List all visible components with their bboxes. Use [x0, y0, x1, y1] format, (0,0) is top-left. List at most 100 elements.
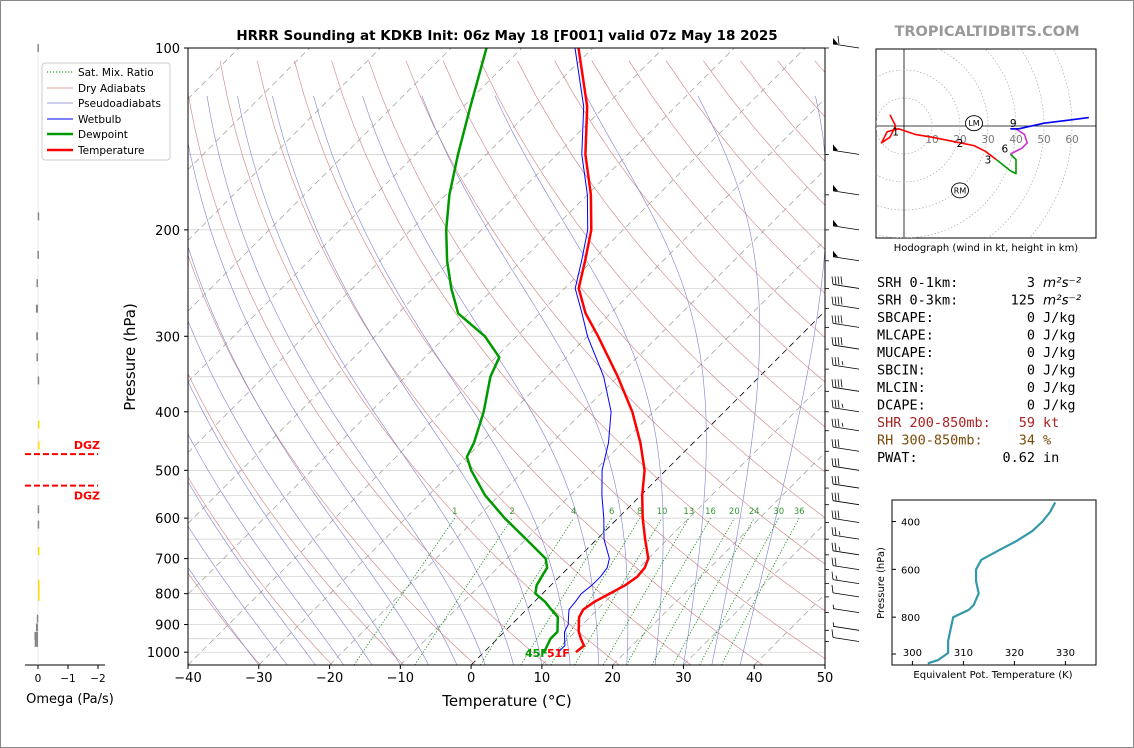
- mixing-ratio-label: 4: [571, 507, 576, 517]
- index-label: MLCAPE:: [877, 328, 934, 344]
- dry-adiabat-line: [442, 60, 825, 519]
- dgz-label: DGZ: [74, 439, 100, 452]
- y-tick-label: 100: [155, 42, 180, 57]
- theta-e-x-tick-label: 330: [1056, 648, 1075, 659]
- dry-adiabat-line: [294, 60, 763, 665]
- pseudoadiabat-line: [188, 245, 429, 665]
- dry-adiabat-line: [517, 60, 825, 428]
- wind-barb-full: [831, 542, 834, 551]
- omega-bar: [37, 44, 39, 52]
- legend-label-dry-adiabat: Dry Adiabats: [78, 83, 146, 95]
- x-tick-label: −10: [387, 671, 414, 686]
- wind-barb: [832, 250, 860, 262]
- wind-barb-full: [834, 276, 837, 285]
- pseudoadiabat-line: [362, 95, 599, 665]
- omega-bar: [38, 441, 40, 450]
- isotherm-line: [188, 48, 735, 595]
- hodograph-ring: [876, 49, 1017, 238]
- omega-axis-label: Omega (Pa/s): [26, 692, 114, 707]
- pseudoadiabat-line: [272, 95, 543, 665]
- pseudoadiabat-line: [585, 95, 707, 665]
- wind-barb-full: [831, 315, 834, 324]
- legend-label-mixing-ratio: Sat. Mix. Ratio: [78, 67, 154, 79]
- wind-barb: [831, 337, 860, 350]
- dry-adiabat-line: [188, 572, 261, 665]
- wind-barb-shaft: [832, 225, 860, 231]
- wind-barb-full: [834, 542, 837, 551]
- hodograph-ring: [876, 97, 933, 155]
- theta-e-y-tick-label: 800: [901, 613, 920, 624]
- mixing-ratio-line: [520, 517, 613, 665]
- x-tick-label: 30: [675, 671, 692, 686]
- pseudoadiabat-line: [188, 525, 288, 665]
- isotherm-line: [258, 98, 825, 665]
- wind-barb: [831, 584, 860, 598]
- hodograph-ring-label: 60: [1065, 134, 1078, 146]
- wind-barb-shaft: [832, 446, 860, 452]
- theta-e-x-label: Equivalent Pot. Temperature (K): [913, 670, 1072, 681]
- hodograph-segment: [959, 142, 997, 161]
- hodograph-caption: Hodograph (wind in kt, height in km): [894, 243, 1079, 254]
- wind-barb-shaft: [832, 190, 860, 196]
- index-label: MLCIN:: [877, 380, 926, 396]
- dry-adiabat-line: [554, 60, 825, 383]
- index-label: SHR 200-850mb:: [877, 415, 991, 431]
- hodograph-segment: [1010, 116, 1089, 130]
- mixing-ratio-label: 6: [609, 507, 614, 517]
- wind-barb: [832, 35, 860, 49]
- wind-barb-flag: [833, 38, 838, 44]
- wind-barb-half: [841, 422, 844, 427]
- mixing-ratio-line: [574, 517, 663, 665]
- wind-barb-full: [837, 476, 840, 485]
- y-tick-label: 400: [155, 406, 180, 421]
- hodograph-height-label: 2: [957, 138, 964, 150]
- pseudoadiabat-line: [313, 95, 571, 665]
- wind-barb: [831, 476, 860, 489]
- pseudoadiabat-line: [188, 141, 458, 665]
- hodograph-segment: [995, 153, 1017, 175]
- omega-bar: [37, 212, 40, 221]
- isotherm-line: [683, 522, 825, 665]
- wind-barb-full: [831, 527, 834, 536]
- wind-barb-full: [834, 458, 837, 467]
- hodograph-height-label: 6: [1001, 143, 1008, 155]
- skewt-plot: 1 2 4 6 8 10 13 16 20 24 30 36−40 −30 −20 −10 0 10 20 30 40…: [121, 35, 860, 710]
- wind-barb-shaft: [832, 637, 860, 642]
- index-unit: %: [1043, 433, 1051, 449]
- pseudoadiabat-line: [188, 380, 373, 665]
- y-tick-label: 500: [155, 464, 180, 479]
- y-tick-label: 600: [155, 512, 180, 527]
- theta-e-x-tick-label: 310: [954, 648, 973, 659]
- theta-e-plot: 300 310 320 330 400 600 800 Equivalent Pot. Te…: [876, 499, 1097, 681]
- theta-e-profile: [927, 501, 1057, 665]
- theta-e-x-tick-label: 300: [903, 648, 922, 659]
- wind-barb-shaft: [832, 364, 860, 370]
- hodograph-ring: [987, 49, 1045, 238]
- wind-barb-full: [834, 492, 837, 501]
- storm-motion-marker: [965, 115, 983, 132]
- wind-barb: [831, 399, 860, 413]
- wind-barb-full: [837, 296, 840, 305]
- wind-barb-flag: [833, 184, 838, 191]
- dry-adiabat-line: [405, 60, 825, 565]
- omega-bar: [38, 579, 40, 588]
- index-unit: m²s⁻²: [1043, 275, 1082, 291]
- wind-barb-shaft: [832, 579, 860, 585]
- y-tick-label: 700: [155, 553, 180, 568]
- omega-bar: [34, 638, 38, 647]
- x-tick-label: −40: [174, 671, 201, 686]
- theta-e-frame: [891, 499, 1097, 666]
- index-label: DCAPE:: [877, 398, 926, 414]
- index-value: 0: [1027, 310, 1035, 326]
- index-value: 0: [1027, 345, 1035, 361]
- pseudoadiabat-line: [188, 433, 344, 665]
- y-tick-label: 1000: [147, 646, 180, 661]
- wind-barb-full: [837, 337, 840, 346]
- omega-bar: [38, 586, 40, 595]
- wind-barb-half: [835, 575, 838, 580]
- mixing-ratio-label: 36: [794, 507, 805, 517]
- wind-barb: [831, 418, 860, 432]
- dgz-label: DGZ: [74, 490, 100, 503]
- wind-barb-full: [831, 337, 834, 346]
